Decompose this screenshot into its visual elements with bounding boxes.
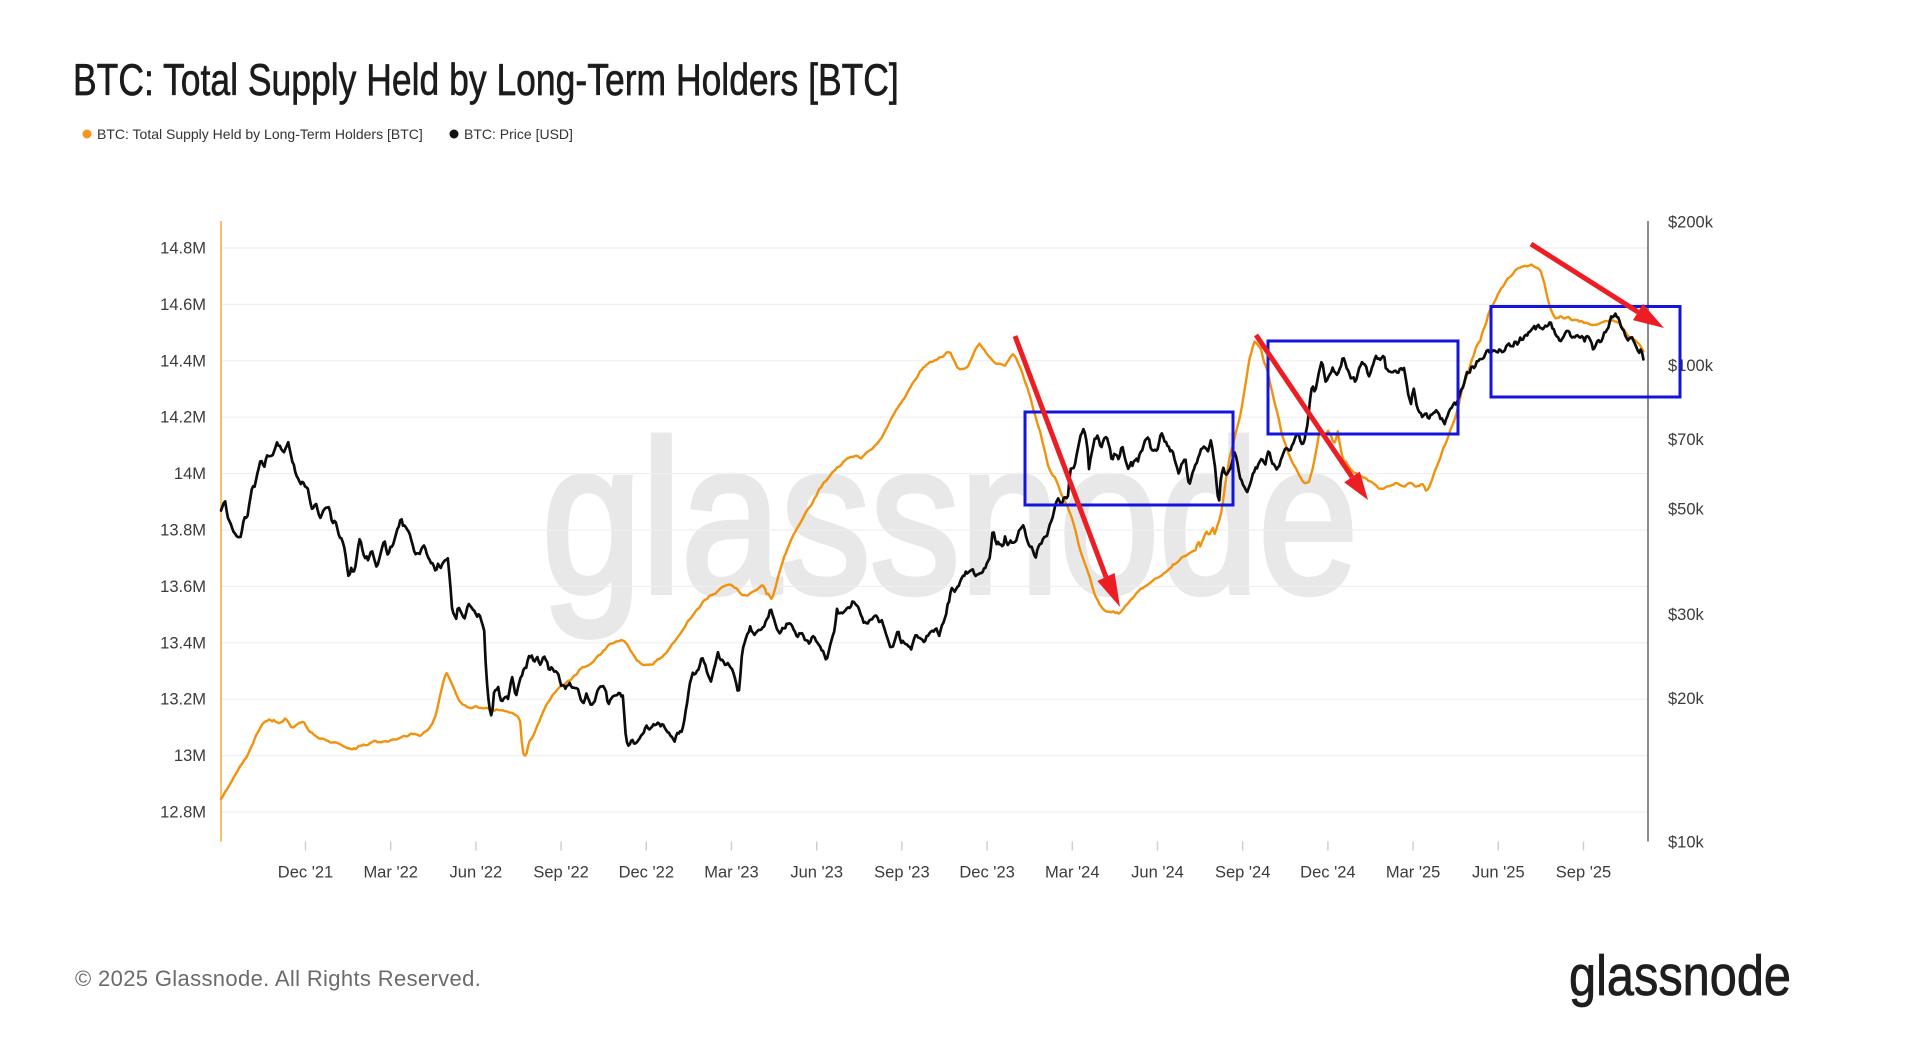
- svg-text:$70k: $70k: [1668, 431, 1705, 449]
- svg-text:Mar '25: Mar '25: [1386, 864, 1441, 882]
- svg-text:$100k: $100k: [1668, 357, 1714, 375]
- svg-text:glassnode: glassnode: [1569, 944, 1791, 1008]
- svg-text:Mar '22: Mar '22: [363, 864, 418, 882]
- svg-text:glassnode: glassnode: [542, 396, 1358, 638]
- svg-text:14.8M: 14.8M: [160, 240, 206, 258]
- svg-text:Dec '23: Dec '23: [959, 864, 1014, 882]
- svg-text:Sep '25: Sep '25: [1556, 864, 1611, 882]
- svg-text:BTC: Total Supply Held by Long: BTC: Total Supply Held by Long-Term Hold…: [97, 126, 423, 142]
- svg-text:13.8M: 13.8M: [160, 522, 206, 540]
- svg-text:14M: 14M: [174, 465, 206, 483]
- svg-text:Dec '22: Dec '22: [619, 864, 674, 882]
- svg-text:Mar '24: Mar '24: [1045, 864, 1100, 882]
- svg-text:$30k: $30k: [1668, 606, 1705, 624]
- svg-text:13.2M: 13.2M: [160, 691, 206, 709]
- svg-text:13.6M: 13.6M: [160, 578, 206, 596]
- svg-text:13.4M: 13.4M: [160, 634, 206, 652]
- svg-text:Jun '22: Jun '22: [450, 864, 503, 882]
- svg-text:13M: 13M: [174, 747, 206, 765]
- svg-text:$200k: $200k: [1668, 214, 1714, 232]
- svg-text:© 2025 Glassnode. All Rights R: © 2025 Glassnode. All Rights Reserved.: [75, 966, 481, 991]
- svg-text:14.4M: 14.4M: [160, 352, 206, 370]
- svg-text:Sep '23: Sep '23: [874, 864, 929, 882]
- svg-text:Mar '23: Mar '23: [704, 864, 759, 882]
- svg-text:BTC: Price [USD]: BTC: Price [USD]: [464, 126, 573, 142]
- svg-text:$50k: $50k: [1668, 500, 1705, 518]
- svg-text:14.6M: 14.6M: [160, 296, 206, 314]
- svg-text:BTC: Total Supply Held by Long: BTC: Total Supply Held by Long-Term Hold…: [73, 55, 899, 105]
- svg-text:14.2M: 14.2M: [160, 409, 206, 427]
- svg-text:Sep '24: Sep '24: [1215, 864, 1270, 882]
- svg-text:Jun '24: Jun '24: [1131, 864, 1184, 882]
- svg-text:12.8M: 12.8M: [160, 804, 206, 822]
- svg-text:Sep '22: Sep '22: [533, 864, 588, 882]
- svg-text:Jun '25: Jun '25: [1472, 864, 1525, 882]
- svg-text:$10k: $10k: [1668, 834, 1705, 852]
- svg-text:Dec '24: Dec '24: [1300, 864, 1355, 882]
- svg-text:$20k: $20k: [1668, 690, 1705, 708]
- svg-text:Jun '23: Jun '23: [790, 864, 843, 882]
- svg-text:Dec '21: Dec '21: [278, 864, 333, 882]
